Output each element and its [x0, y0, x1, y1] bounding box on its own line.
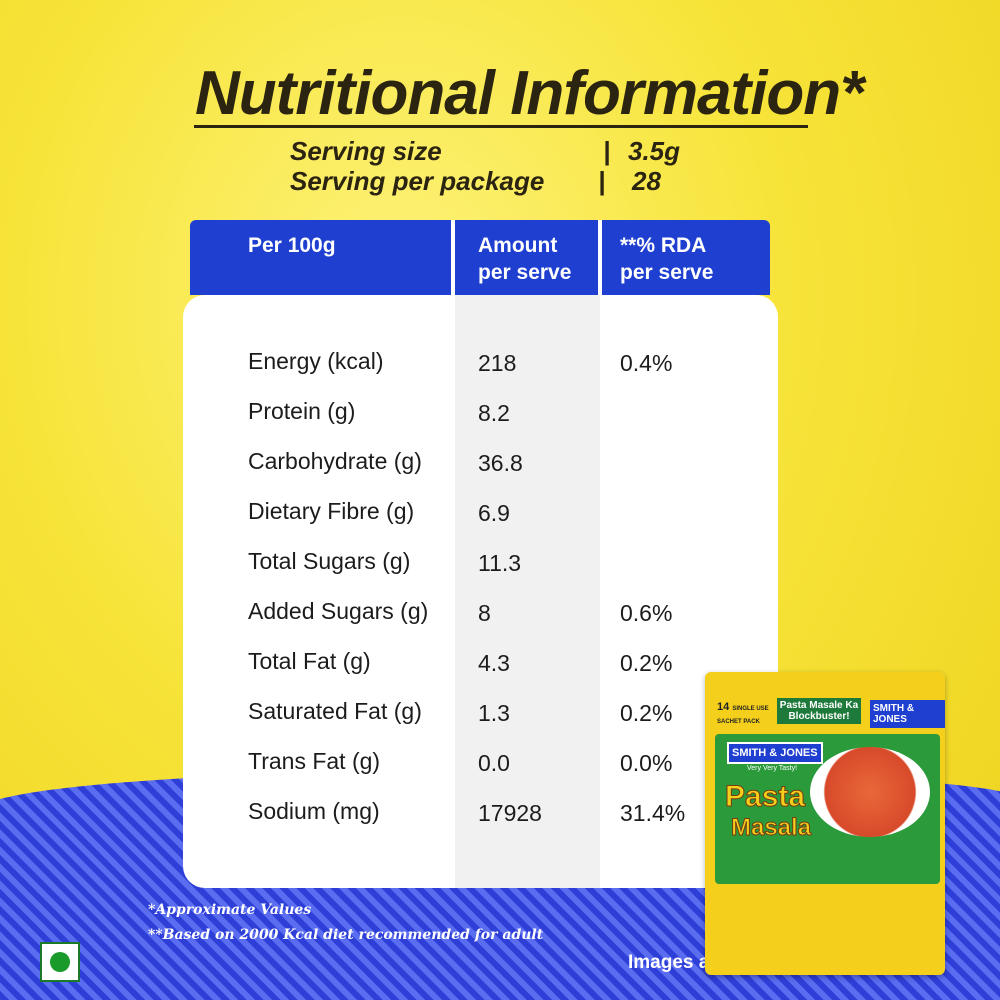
column-separator [598, 220, 602, 295]
rda-value: 0.6% [620, 600, 673, 626]
brand: SMITH & JONES [870, 700, 945, 728]
rda-value: 0.0% [620, 750, 673, 776]
footnote: *Approximate Values [148, 902, 312, 918]
product-name: Masala [730, 814, 812, 842]
amount-value: 218 [478, 350, 517, 376]
nutrient-name: Trans Fat (g) [248, 748, 381, 774]
amount-value: 17928 [478, 800, 542, 826]
nutrient-name: Total Sugars (g) [248, 548, 411, 574]
pack-count-number: 14 [717, 701, 730, 713]
separator: | [603, 136, 611, 166]
product-package: 14 SINGLE USE SACHET PACK Pasta Masale K… [705, 672, 945, 975]
pack-count: 14 SINGLE USE SACHET PACK [717, 702, 777, 728]
rda-value: 31.4% [620, 800, 686, 826]
footnote: **Based on 2000 Kcal diet recommended fo… [148, 927, 544, 943]
amount-value: 4.3 [478, 650, 510, 676]
column-header: Per 100g [248, 234, 336, 257]
pack-count-text: SINGLE USE SACHET PACK [717, 706, 769, 725]
veg-symbol [40, 942, 80, 982]
amount-value: 8 [478, 600, 491, 626]
serving-value: 3.5g [628, 136, 681, 166]
nutrient-name: Saturated Fat (g) [248, 698, 422, 724]
rda-value: 0.2% [620, 700, 673, 726]
nutrient-name: Total Fat (g) [248, 648, 371, 674]
title: Nutritional Information* [195, 59, 864, 128]
serving-value: 28 [632, 166, 661, 196]
column-header: **% RDA per serve [620, 234, 714, 284]
amount-value: 36.8 [478, 450, 523, 476]
column-separator [451, 220, 455, 295]
rda-value: 0.2% [620, 650, 673, 676]
rda-value: 0.4% [620, 350, 673, 376]
nutrient-name: Protein (g) [248, 398, 356, 424]
nutrient-name: Added Sugars (g) [248, 598, 429, 624]
amount-value: 6.9 [478, 500, 510, 526]
title-underline [194, 125, 808, 128]
amount-value: 8.2 [478, 400, 510, 426]
slogan: Very Very Tasty! [747, 765, 798, 772]
nutrient-name: Energy (kcal) [248, 348, 384, 374]
amount-value: 0.0 [478, 750, 510, 776]
column-header: Amount per serve [478, 234, 572, 284]
pasta-image [810, 747, 930, 837]
column-shade [455, 295, 600, 888]
tagline: Pasta Masale Ka Blockbuster! [777, 698, 861, 724]
nutrient-name: Dietary Fibre (g) [248, 498, 415, 524]
amount-value: 11.3 [478, 550, 522, 576]
amount-value: 1.3 [478, 700, 510, 726]
serving-label: Serving per package [290, 166, 545, 196]
separator: | [598, 166, 606, 196]
product-name: Pasta [724, 780, 806, 814]
nutrient-name: Carbohydrate (g) [248, 448, 422, 474]
table-header [190, 220, 770, 295]
brand: SMITH & JONES [727, 742, 823, 764]
nutrient-name: Sodium (mg) [248, 798, 380, 824]
serving-label: Serving size [290, 136, 442, 166]
